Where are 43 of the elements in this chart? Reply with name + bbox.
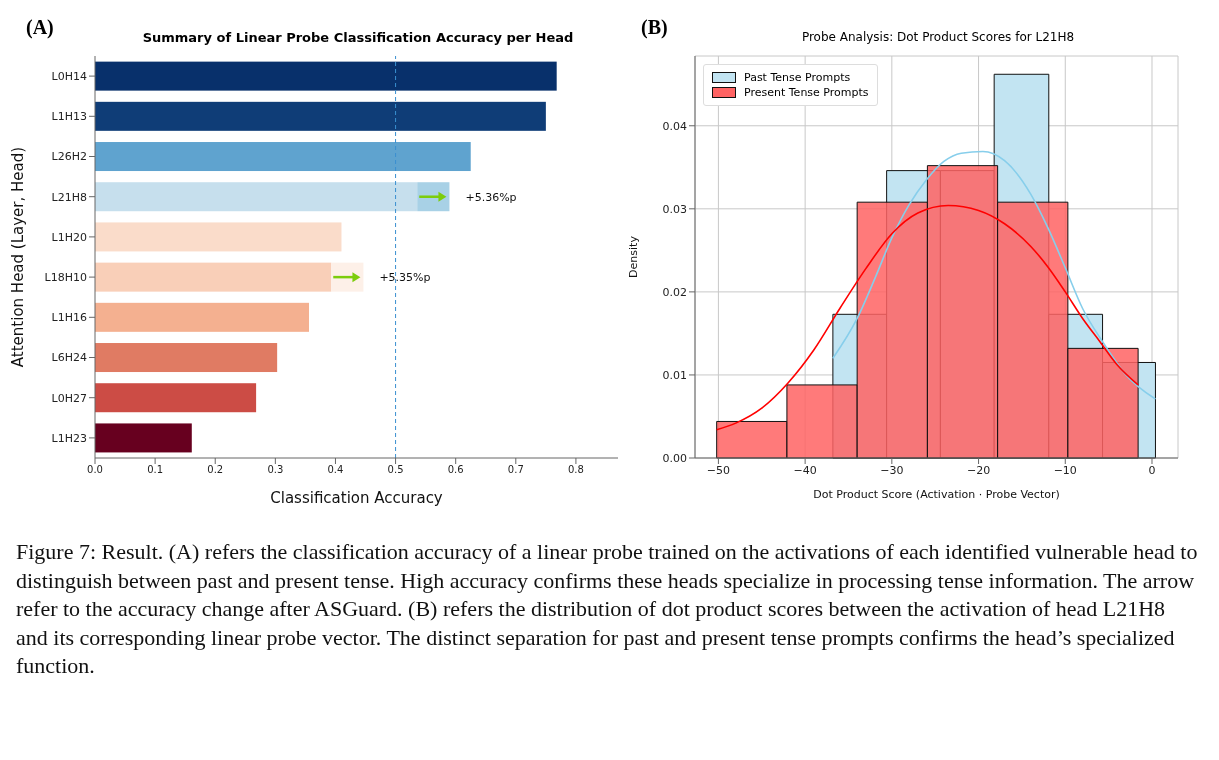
data-label: +5.36%p xyxy=(465,190,517,204)
x-tick-label: 0.4 xyxy=(327,464,344,476)
y-tick-label: L1H13 xyxy=(51,110,87,124)
x-tick-label: −50 xyxy=(706,463,731,477)
x-tick-label: −10 xyxy=(1053,463,1077,477)
x-axis-title: Classification Accuracy xyxy=(270,488,443,507)
y-tick-label: L21H8 xyxy=(51,190,87,204)
x-tick-label: −30 xyxy=(880,463,904,477)
y-tick-label: L1H23 xyxy=(51,431,87,445)
chart-title: Summary of Linear Probe Classification Accuracy per Head xyxy=(141,30,575,45)
x-axis-title: Dot Product Score (Activation · Probe Vector) xyxy=(813,487,1060,501)
caption: Figure 7: Result. (A) refers the classification accuracy of a linear probe trained on the activations of each identified vulnerable head to distinguish between past and present tense. High accuracy confirms these heads specialize in processing tense information. The arrow refer to the accuracy change after ASGuard. (B) refers the distribution of dot product scores between the activation of head L21H8 and its corresponding linear probe vector. The distinct separation for past and present tense prompts confirms the head’s specialized function. xyxy=(16,538,1199,681)
y-tick-label: 0.04 xyxy=(662,119,687,133)
y-tick-label: L1H20 xyxy=(51,230,87,244)
y-tick-label: L0H27 xyxy=(51,391,87,405)
text: (B) xyxy=(641,16,668,39)
chart-title: Probe Analysis: Dot Product Scores for L21H8 xyxy=(800,30,1076,44)
x-tick-label: 0.8 xyxy=(567,464,584,476)
y-tick-label: L26H2 xyxy=(51,150,87,164)
y-axis-title: Attention Head (Layer, Head) xyxy=(9,146,28,368)
text: (A) xyxy=(26,16,54,39)
y-tick-label: L18H10 xyxy=(44,271,87,285)
y-tick-label: 0.02 xyxy=(662,285,687,299)
y-tick-label: 0.03 xyxy=(662,202,687,216)
legend-label: Past Tense Prompts xyxy=(744,71,851,84)
x-tick-label: 0.7 xyxy=(507,464,524,476)
y-tick-label: 0.01 xyxy=(662,368,687,382)
y-tick-label: L1H16 xyxy=(51,311,87,325)
x-tick-label: 0.6 xyxy=(447,464,464,476)
legend-label: Present Tense Prompts xyxy=(744,86,869,99)
y-tick-label: L6H24 xyxy=(51,351,87,365)
x-tick-label: 0.2 xyxy=(207,464,224,476)
x-tick-label: 0.3 xyxy=(267,464,284,476)
x-tick-label: −20 xyxy=(966,463,991,477)
x-tick-label: 0 xyxy=(1148,463,1156,477)
data-label: +5.35%p xyxy=(379,271,431,285)
y-tick-label: L0H14 xyxy=(51,70,87,84)
x-tick-label: 0.0 xyxy=(87,464,103,476)
y-tick-label: 0.00 xyxy=(662,451,687,465)
x-tick-label: 0.5 xyxy=(387,464,404,476)
y-axis-title: Density xyxy=(626,235,640,278)
x-tick-label: −40 xyxy=(793,463,817,477)
x-tick-label: 0.1 xyxy=(147,464,164,476)
